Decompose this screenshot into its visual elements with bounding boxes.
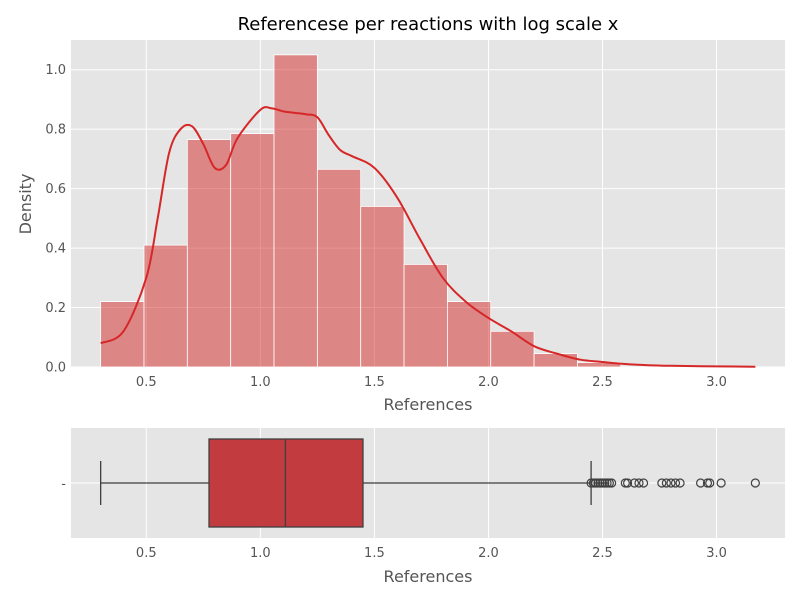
outlier-point [661, 478, 671, 488]
outlier-point [586, 478, 596, 488]
outlier-point [666, 478, 676, 488]
outlier-point [604, 478, 614, 488]
outlier-point [623, 478, 633, 488]
histogram-x-tick-label: 2.0 [478, 375, 499, 390]
histogram-bar [316, 168, 362, 368]
outlier-point [629, 478, 640, 488]
histogram-bar [403, 264, 448, 368]
outlier-point [591, 478, 601, 488]
outlier-point [702, 478, 713, 488]
histogram-bar [186, 139, 232, 368]
histogram-bar [360, 206, 405, 368]
histogram-y-tick-label: 1.0 [45, 63, 66, 78]
boxplot-y-tick-label: - [61, 477, 66, 492]
outlier-point [705, 478, 715, 488]
boxplot-x-tick-label: 0.5 [136, 546, 157, 561]
histogram-y-tick-label: 0.6 [45, 182, 66, 197]
histogram-panel: 0.5 1.0 1.5 2.0 2.5 3.0 0.0 0.2 0.4 0.6 0.8 1.0 Re… [16, 14, 785, 414]
outlier-point [602, 478, 612, 488]
histogram-bar [490, 330, 535, 368]
histogram-x-tick-label: 3.0 [706, 375, 727, 390]
outlier-point [695, 478, 706, 488]
histogram-bar [230, 133, 275, 368]
histogram-y-tick-label: 0.4 [45, 242, 66, 257]
boxplot-x-tick-label: 1.0 [250, 546, 271, 561]
outlier-point [595, 478, 605, 488]
boxplot-x-axis-label: References [384, 567, 473, 586]
histogram-x-tick-label: 2.5 [592, 375, 613, 390]
outlier-point [638, 478, 649, 488]
outlier-point [634, 478, 644, 488]
boxplot-x-tick-label: 2.5 [592, 546, 613, 561]
histogram-bar [533, 353, 578, 368]
outlier-point [620, 478, 630, 488]
histogram-y-tick-label: 0.8 [45, 123, 66, 138]
outlier-point [597, 478, 608, 488]
outlier-point [588, 478, 598, 488]
outlier-point [600, 478, 610, 488]
histogram-y-tick-label: 0.0 [45, 361, 66, 376]
chart-title: Referencese per reactions with log scale… [238, 14, 619, 35]
histogram-x-tick-label: 1.0 [250, 375, 271, 390]
histogram-bars [100, 54, 622, 368]
kde-curve [100, 106, 756, 368]
histogram-bar [273, 54, 318, 368]
histogram-y-axis-label: Density [16, 174, 35, 235]
histogram-bar [446, 301, 492, 368]
boxplot-x-tick-label: 1.5 [364, 546, 385, 561]
outlier-point [670, 478, 681, 488]
outlier-point [607, 478, 617, 488]
histogram-x-tick-labels: 0.5 1.0 1.5 2.0 2.5 3.0 [136, 375, 727, 390]
boxplot-x-tick-label: 2.0 [478, 546, 499, 561]
boxplot-panel: 0.5 1.0 1.5 2.0 2.5 3.0 - References [61, 428, 785, 586]
histogram-y-tick-labels: 0.0 0.2 0.4 0.6 0.8 1.0 [45, 63, 66, 375]
histogram-y-tick-label: 0.2 [45, 301, 66, 316]
histogram-x-axis-label: References [384, 395, 473, 414]
histogram-x-tick-label: 1.5 [364, 375, 385, 390]
outlier-point [716, 478, 726, 488]
boxplot-x-tick-label: 3.0 [706, 546, 727, 561]
outlier-point [750, 478, 760, 488]
outlier-point [593, 478, 603, 488]
histogram-x-tick-label: 0.5 [136, 375, 157, 390]
boxplot-x-tick-labels: 0.5 1.0 1.5 2.0 2.5 3.0 [136, 546, 727, 561]
outlier-point [657, 478, 667, 488]
outlier-point [675, 478, 685, 488]
outlier-points [586, 478, 760, 488]
